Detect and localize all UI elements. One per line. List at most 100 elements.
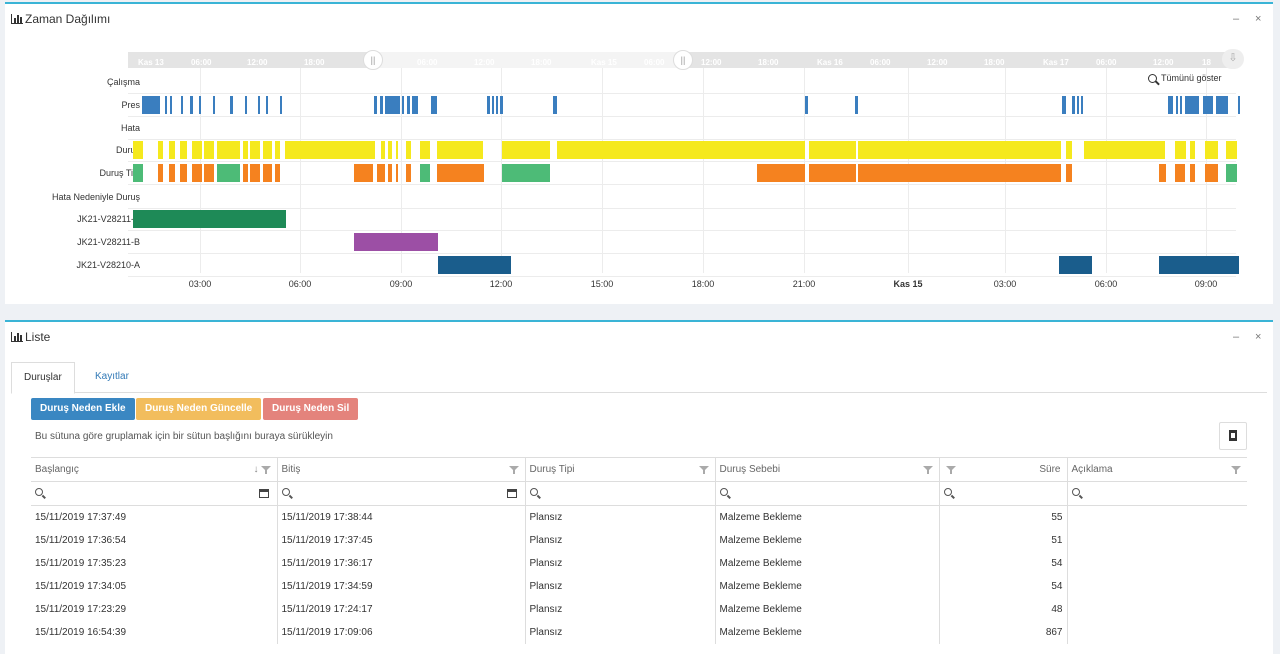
product-segment[interactable] xyxy=(1059,256,1092,274)
durus-segment[interactable] xyxy=(437,141,483,159)
show-all-button[interactable]: Tümünü göster xyxy=(1148,73,1222,83)
timeline-navigator-selection[interactable] xyxy=(373,52,683,68)
pres-segment[interactable] xyxy=(213,96,215,114)
column-header-duration[interactable]: Süre xyxy=(939,457,1068,482)
durus-segment[interactable] xyxy=(250,141,260,159)
durus-tipi-segment[interactable] xyxy=(1066,164,1072,182)
durus-tipi-segment[interactable] xyxy=(406,164,411,182)
durus-tipi-segment[interactable] xyxy=(263,164,272,182)
durus-segment[interactable] xyxy=(557,141,805,159)
pres-segment[interactable] xyxy=(805,96,808,114)
durus-tipi-segment[interactable] xyxy=(1190,164,1195,182)
durus-tipi-segment[interactable] xyxy=(437,164,484,182)
pres-segment[interactable] xyxy=(1077,96,1079,114)
column-header-type[interactable]: Duruş Tipi xyxy=(525,457,716,482)
close-button[interactable]: × xyxy=(1255,331,1262,343)
tab-kayitlar[interactable]: Kayıtlar xyxy=(95,371,129,382)
pres-segment[interactable] xyxy=(553,96,557,114)
durus-tipi-segment[interactable] xyxy=(192,164,202,182)
navigator-left-handle[interactable]: || xyxy=(363,50,383,70)
pres-segment[interactable] xyxy=(181,96,183,114)
pres-segment[interactable] xyxy=(492,96,494,114)
table-row[interactable]: 15/11/2019 17:23:29 15/11/2019 17:24:17 Pl… xyxy=(31,598,1247,621)
durus-tipi-segment[interactable] xyxy=(757,164,805,182)
table-row[interactable]: 15/11/2019 17:36:54 15/11/2019 17:37:45 Pl… xyxy=(31,529,1247,552)
pres-segment[interactable] xyxy=(190,96,193,114)
durus-tipi-segment[interactable] xyxy=(1205,164,1218,182)
column-header-end[interactable]: Bitiş xyxy=(277,457,526,482)
pres-segment[interactable] xyxy=(855,96,858,114)
pres-segment[interactable] xyxy=(402,96,404,114)
close-button[interactable]: × xyxy=(1255,13,1262,25)
pres-segment[interactable] xyxy=(170,96,172,114)
durus-segment[interactable] xyxy=(388,141,392,159)
durus-segment[interactable] xyxy=(809,141,856,159)
filter-icon[interactable] xyxy=(922,466,933,474)
durus-tipi-segment[interactable] xyxy=(377,164,385,182)
pres-segment[interactable] xyxy=(487,96,490,114)
durus-segment[interactable] xyxy=(381,141,385,159)
durus-segment[interactable] xyxy=(285,141,375,159)
navigator-right-handle[interactable]: || xyxy=(673,50,693,70)
durus-segment[interactable] xyxy=(1084,141,1165,159)
pres-segment[interactable] xyxy=(199,96,201,114)
table-row[interactable]: 15/11/2019 17:34:05 15/11/2019 17:34:59 Pl… xyxy=(31,575,1247,598)
minimize-button[interactable]: – xyxy=(1233,331,1240,343)
pres-segment[interactable] xyxy=(1180,96,1182,114)
pres-segment[interactable] xyxy=(380,96,383,114)
durus-segment[interactable] xyxy=(158,141,163,159)
product-segment[interactable] xyxy=(354,233,438,251)
table-row[interactable]: 15/11/2019 17:35:23 15/11/2019 17:36:17 Pl… xyxy=(31,552,1247,575)
filter-icon[interactable] xyxy=(945,466,956,474)
filter-icon[interactable] xyxy=(260,466,271,474)
durus-tipi-segment[interactable] xyxy=(243,164,248,182)
durus-tipi-segment[interactable] xyxy=(217,164,240,182)
durus-tipi-segment[interactable] xyxy=(858,164,1061,182)
tab-duruslar[interactable]: Duruşlar xyxy=(11,362,75,394)
pres-segment[interactable] xyxy=(266,96,268,114)
calendar-icon[interactable] xyxy=(506,489,517,498)
excel-export-icon[interactable] xyxy=(1219,422,1247,450)
product-segment[interactable] xyxy=(1159,256,1239,274)
pres-segment[interactable] xyxy=(1185,96,1199,114)
durus-segment[interactable] xyxy=(502,141,550,159)
durus-segment[interactable] xyxy=(1175,141,1186,159)
column-header-start[interactable]: Başlangıç ↓ xyxy=(31,457,278,482)
end-filter-input[interactable] xyxy=(277,481,526,506)
pres-segment[interactable] xyxy=(1168,96,1173,114)
durus-segment[interactable] xyxy=(133,141,143,159)
durus-tipi-segment[interactable] xyxy=(1226,164,1237,182)
durus-tipi-segment[interactable] xyxy=(250,164,260,182)
durus-segment[interactable] xyxy=(1226,141,1237,159)
pres-segment[interactable] xyxy=(374,96,377,114)
pres-segment[interactable] xyxy=(412,96,418,114)
duration-filter-input[interactable] xyxy=(939,481,1068,506)
filter-icon[interactable] xyxy=(1231,466,1241,474)
table-row[interactable]: 15/11/2019 16:54:39 15/11/2019 17:09:06 Pl… xyxy=(31,621,1247,644)
minimize-button[interactable]: – xyxy=(1233,13,1240,25)
pres-segment[interactable] xyxy=(230,96,233,114)
pres-segment[interactable] xyxy=(258,96,260,114)
durus-segment[interactable] xyxy=(169,141,175,159)
pres-segment[interactable] xyxy=(496,96,498,114)
pres-segment[interactable] xyxy=(1081,96,1083,114)
durus-segment[interactable] xyxy=(1205,141,1218,159)
durus-segment[interactable] xyxy=(204,141,214,159)
durus-tipi-segment[interactable] xyxy=(809,164,856,182)
durus-tipi-segment[interactable] xyxy=(354,164,373,182)
note-filter-input[interactable] xyxy=(1067,481,1247,506)
calendar-icon[interactable] xyxy=(258,489,269,498)
durus-segment[interactable] xyxy=(1190,141,1195,159)
durus-tipi-segment[interactable] xyxy=(420,164,430,182)
durus-tipi-segment[interactable] xyxy=(388,164,392,182)
update-reason-button[interactable]: Duruş Neden Güncelle xyxy=(136,398,262,420)
reason-filter-input[interactable] xyxy=(715,481,940,506)
start-filter-input[interactable] xyxy=(31,481,278,506)
durus-tipi-segment[interactable] xyxy=(396,164,398,182)
pres-segment[interactable] xyxy=(165,96,167,114)
download-icon[interactable]: ⇩ xyxy=(1222,49,1244,69)
durus-tipi-segment[interactable] xyxy=(275,164,280,182)
product-segment[interactable] xyxy=(133,210,286,228)
durus-tipi-segment[interactable] xyxy=(158,164,163,182)
column-header-note[interactable]: Açıklama xyxy=(1067,457,1247,482)
